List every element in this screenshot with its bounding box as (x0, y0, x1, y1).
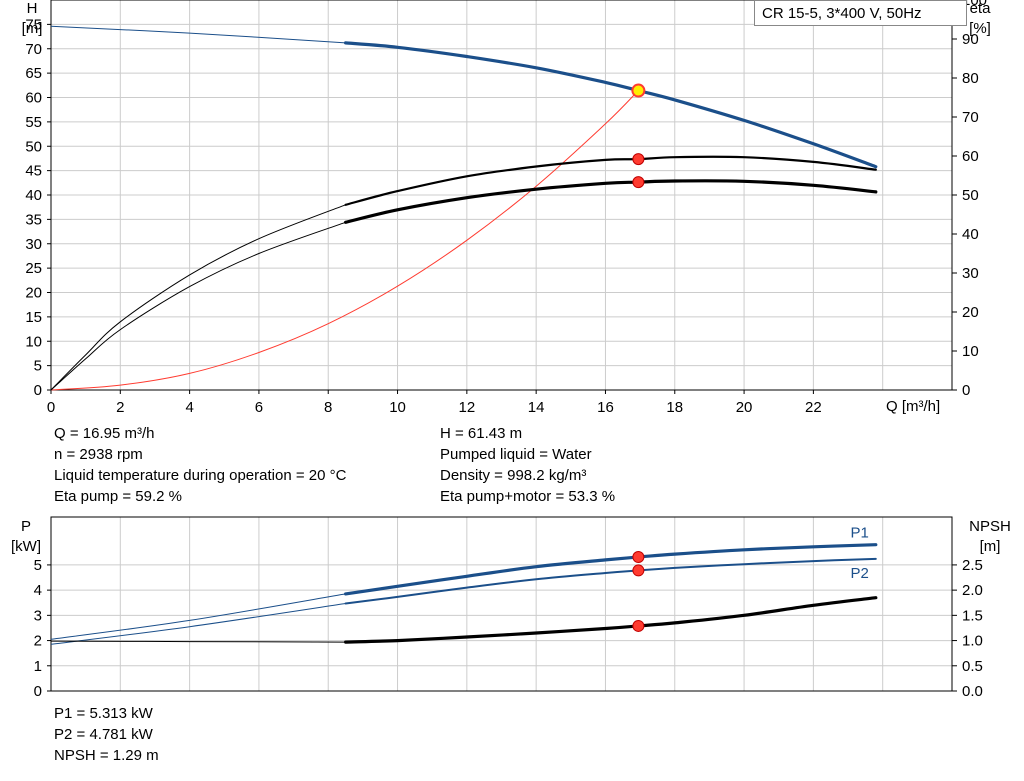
q-axis-label: Q [m³/h] (886, 399, 966, 415)
bottom-right-tick-label: 0.5 (962, 658, 983, 675)
x-tick-label: 4 (185, 399, 193, 416)
top-right-tick-label: 80 (962, 70, 979, 87)
npsh-curve-extrapolated (51, 641, 346, 642)
bottom-right-tick-label: 1.5 (962, 607, 983, 624)
top-left-tick-label: 0 (34, 382, 42, 399)
top-left-tick-label: 35 (25, 211, 42, 228)
npsh-axis-label: NPSH (960, 519, 1020, 535)
bottom-left-tick-label: 3 (34, 607, 42, 624)
top-left-tick-label: 30 (25, 236, 42, 253)
info-liquid: Pumped liquid = Water (440, 444, 592, 465)
top-left-tick-label: 65 (25, 65, 42, 82)
bottom-right-tick-label: 1.0 (962, 633, 983, 650)
bottom-left-tick-label: 1 (34, 658, 42, 675)
performance-chart: 0510152025303540455055606570750102030405… (25, 0, 987, 416)
h-axis-label: H (22, 1, 42, 17)
npsh-axis-unit: [m] (960, 539, 1020, 555)
top-left-tick-label: 70 (25, 41, 42, 58)
eta-pump-motor-curve (346, 181, 876, 222)
top-left-tick-label: 10 (25, 333, 42, 350)
p2-curve-extrapolated (51, 604, 346, 645)
info-eta-pump: Eta pump = 59.2 % (54, 486, 182, 507)
x-tick-label: 22 (805, 399, 822, 416)
p1-curve-extrapolated (51, 594, 346, 639)
duty-point-marker (632, 85, 644, 97)
x-tick-label: 10 (389, 399, 406, 416)
info-temp: Liquid temperature during operation = 20… (54, 465, 346, 486)
eta-axis-label: eta (960, 1, 1000, 17)
top-left-tick-label: 20 (25, 285, 42, 302)
top-right-tick-label: 40 (962, 226, 979, 243)
eta-pump-curve (346, 157, 876, 205)
x-tick-label: 6 (255, 399, 263, 416)
x-tick-label: 14 (528, 399, 545, 416)
p-axis-label: P (14, 519, 38, 535)
bottom-right-tick-label: 2.0 (962, 582, 983, 599)
top-right-tick-label: 30 (962, 265, 979, 282)
eta-axis-unit: [%] (960, 21, 1000, 37)
p1-duty-marker (633, 552, 644, 563)
info-density: Density = 998.2 kg/m³ (440, 465, 586, 486)
x-tick-label: 12 (459, 399, 476, 416)
info-n: n = 2938 rpm (54, 444, 143, 465)
eta-pump-motor-curve-extrapolated (51, 222, 346, 390)
head-curve-extrapolated (51, 26, 346, 43)
bottom-left-tick-label: 2 (34, 633, 42, 650)
info-eta-pump-motor: Eta pump+motor = 53.3 % (440, 486, 615, 507)
top-right-tick-label: 10 (962, 343, 979, 360)
p1-series-label: P1 (850, 525, 868, 542)
power-npsh-chart: 0 1 2 3 4 5 0.0 0.5 1.0 1.5 2.0 2.5 P1 P2 (34, 517, 983, 700)
bottom-left-tick-label: 4 (34, 582, 42, 599)
p2-series-label: P2 (850, 565, 868, 582)
head-curve (346, 43, 876, 167)
top-right-tick-label: 20 (962, 304, 979, 321)
x-tick-label: 16 (597, 399, 614, 416)
x-tick-label: 2 (116, 399, 124, 416)
top-left-tick-label: 25 (25, 260, 42, 277)
info-p1: P1 = 5.313 kW (54, 703, 153, 724)
system-curve (51, 91, 638, 391)
top-left-tick-label: 50 (25, 138, 42, 155)
p1-curve (346, 545, 876, 594)
eta-pump-motor-duty-marker (633, 177, 644, 188)
top-left-tick-label: 15 (25, 309, 42, 326)
top-right-tick-label: 60 (962, 148, 979, 165)
pump-title-box: CR 15-5, 3*400 V, 50Hz (754, 0, 967, 26)
top-left-tick-label: 40 (25, 187, 42, 204)
p-axis-unit: [kW] (4, 539, 48, 555)
x-tick-label: 8 (324, 399, 332, 416)
x-tick-label: 0 (47, 399, 55, 416)
bottom-right-tick-label: 0.0 (962, 683, 983, 700)
top-right-tick-label: 0 (962, 382, 970, 399)
bottom-left-tick-label: 0 (34, 683, 42, 700)
info-q: Q = 16.95 m³/h (54, 423, 154, 444)
npsh-curve (346, 598, 876, 642)
top-left-tick-label: 55 (25, 114, 42, 131)
eta-pump-duty-marker (633, 154, 644, 165)
p2-duty-marker (633, 565, 644, 576)
h-axis-unit: [m] (12, 21, 52, 37)
info-p2: P2 = 4.781 kW (54, 724, 153, 745)
info-h: H = 61.43 m (440, 423, 522, 444)
info-npsh: NPSH = 1.29 m (54, 745, 159, 766)
top-left-tick-label: 45 (25, 163, 42, 180)
eta-pump-curve-extrapolated (51, 205, 346, 390)
bottom-right-tick-label: 2.5 (962, 557, 983, 574)
top-left-tick-label: 5 (34, 358, 42, 375)
pump-title: CR 15-5, 3*400 V, 50Hz (762, 5, 922, 22)
top-left-tick-label: 60 (25, 90, 42, 107)
top-right-tick-label: 70 (962, 109, 979, 126)
x-tick-label: 18 (666, 399, 683, 416)
top-right-tick-label: 50 (962, 187, 979, 204)
npsh-duty-marker (633, 620, 644, 631)
x-tick-label: 20 (736, 399, 753, 416)
bottom-left-tick-label: 5 (34, 557, 42, 574)
